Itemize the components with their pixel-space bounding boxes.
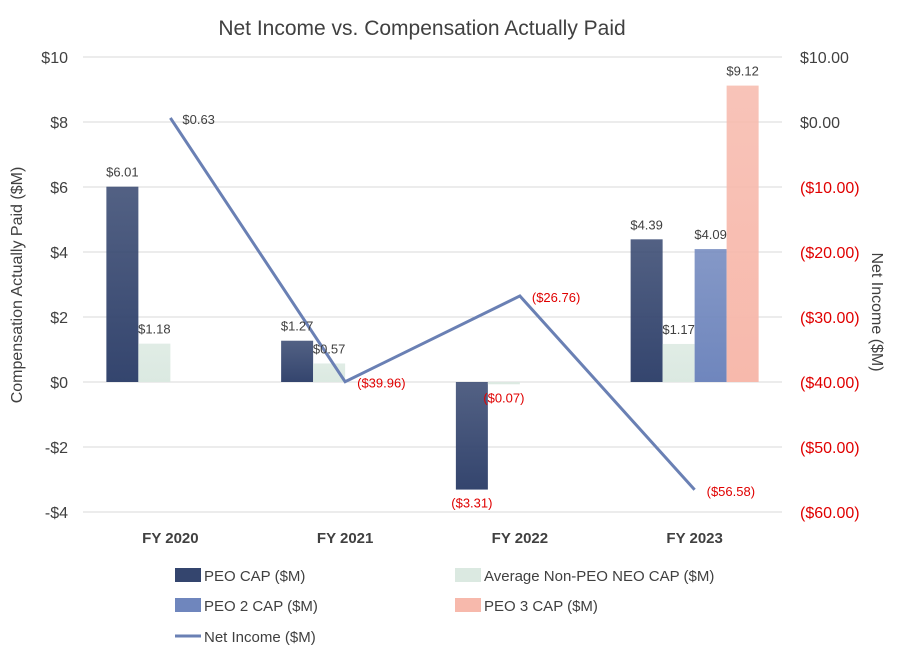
y2-tick-label: ($50.00) (800, 440, 860, 457)
y2-tick-label: ($40.00) (800, 375, 860, 392)
data-label: $4.39 (630, 217, 663, 232)
y2-tick-label: ($60.00) (800, 505, 860, 522)
data-label: ($3.31) (451, 496, 492, 511)
line-data-label: ($56.58) (707, 484, 755, 499)
y2-axis-label: Net Income ($M) (868, 252, 885, 371)
bar-peo-cap-m- (455, 382, 488, 490)
y-tick-label: -$2 (45, 440, 68, 457)
x-tick-label: FY 2022 (492, 530, 548, 547)
data-label: $6.01 (106, 165, 139, 180)
bar-peo-3-cap-m- (726, 85, 759, 382)
y-tick-label: $10 (41, 50, 68, 67)
bar-peo-2-cap-m- (694, 249, 727, 382)
legend-swatch (455, 568, 481, 582)
chart-title: Net Income vs. Compensation Actually Pai… (218, 17, 625, 40)
line-data-label: ($39.96) (357, 376, 405, 391)
data-label: $1.18 (138, 322, 171, 337)
y-tick-label: -$4 (45, 505, 68, 522)
y-tick-label: $4 (50, 245, 68, 262)
data-label: $9.12 (726, 64, 759, 79)
y-tick-label: $6 (50, 180, 68, 197)
bar-average-non-peo-neo-cap-m- (662, 343, 695, 382)
y-tick-label: $2 (50, 310, 68, 327)
data-label: $4.09 (694, 227, 727, 242)
y-tick-label: $8 (50, 115, 68, 132)
bar-peo-cap-m- (281, 340, 314, 382)
data-label: $0.57 (313, 341, 346, 356)
net-income-line (169, 117, 696, 491)
data-label: $1.27 (281, 319, 314, 334)
line-data-label: $0.63 (182, 112, 215, 127)
x-tick-label: FY 2020 (142, 530, 198, 547)
legend-label: Average Non-PEO NEO CAP ($M) (484, 568, 714, 585)
y-tick-label: $0 (50, 375, 68, 392)
x-tick-label: FY 2023 (666, 530, 722, 547)
y2-tick-label: ($10.00) (800, 180, 860, 197)
y2-tick-label: $10.00 (800, 50, 849, 67)
x-tick-label: FY 2021 (317, 530, 373, 547)
legend-label: Net Income ($M) (204, 629, 316, 646)
bar-average-non-peo-neo-cap-m- (487, 382, 520, 385)
bar-peo-cap-m- (630, 239, 663, 382)
legend-label: PEO CAP ($M) (204, 568, 305, 585)
legend-label: PEO 2 CAP ($M) (204, 598, 318, 615)
data-label: ($0.07) (483, 390, 524, 405)
y-axis-label: Compensation Actually Paid ($M) (9, 167, 26, 404)
bar-peo-cap-m- (106, 186, 139, 382)
y2-tick-label: $0.00 (800, 115, 840, 132)
line-data-label: ($26.76) (532, 290, 580, 305)
legend-swatch (175, 568, 201, 582)
legend-swatch (455, 598, 481, 612)
y2-tick-label: ($30.00) (800, 310, 860, 327)
legend-swatch (175, 598, 201, 612)
data-label: $1.17 (662, 322, 695, 337)
legend-label: PEO 3 CAP ($M) (484, 598, 598, 615)
bar-average-non-peo-neo-cap-m- (138, 343, 171, 382)
y2-tick-label: ($20.00) (800, 245, 860, 262)
